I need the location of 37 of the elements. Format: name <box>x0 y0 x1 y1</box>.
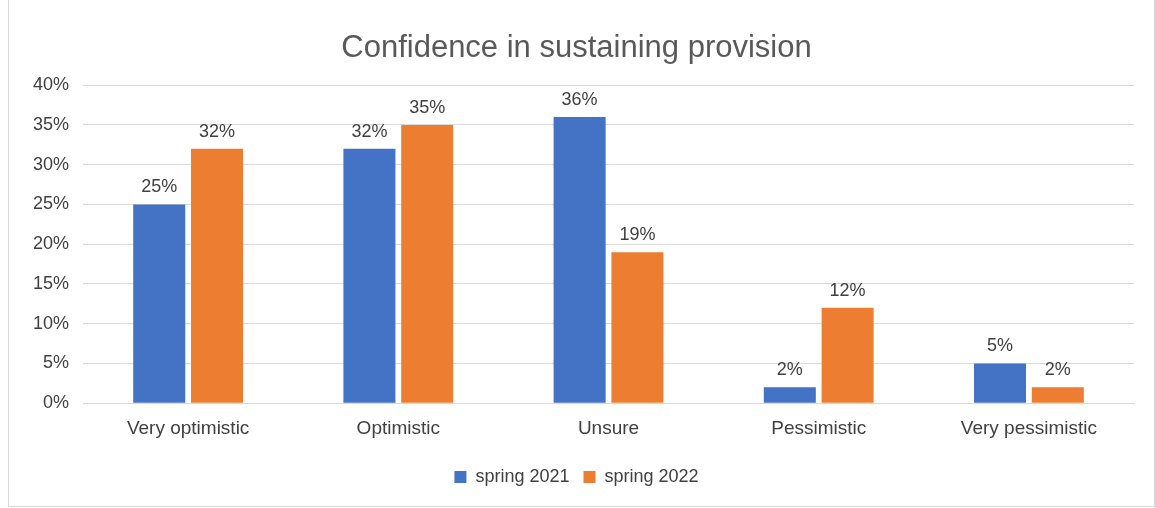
bar <box>1031 387 1084 403</box>
data-label: 35% <box>409 96 446 117</box>
data-label: 2% <box>776 359 803 380</box>
data-label: 32% <box>351 120 388 141</box>
x-tick-label: Unsure <box>577 416 640 438</box>
bar <box>763 387 816 403</box>
data-label: 5% <box>986 335 1014 356</box>
y-tick-label: 40% <box>33 74 70 95</box>
data-label: 2% <box>1044 359 1071 380</box>
y-tick-label: 0% <box>43 392 70 413</box>
y-tick-label: 20% <box>33 233 70 254</box>
bar <box>611 252 664 403</box>
y-tick-label: 5% <box>43 352 70 373</box>
x-tick-label: Very pessimistic <box>960 416 1097 438</box>
data-label: 36% <box>561 88 598 109</box>
bar <box>191 148 244 403</box>
y-tick-label: 10% <box>33 312 70 333</box>
x-tick-label: Pessimistic <box>771 416 867 438</box>
bar <box>343 148 396 403</box>
chart-title: Confidence in sustaining provision <box>341 29 812 65</box>
bar <box>973 363 1027 403</box>
bar <box>401 124 454 403</box>
data-label: 12% <box>829 279 866 300</box>
y-tick-label: 15% <box>33 272 70 293</box>
y-tick-label: 35% <box>33 113 70 134</box>
bar <box>553 117 606 403</box>
bar <box>821 307 874 403</box>
legend-label: spring 2022 <box>604 465 699 486</box>
data-label: 25% <box>141 176 178 197</box>
data-label: 32% <box>199 120 236 141</box>
legend-label: spring 2021 <box>475 465 570 486</box>
data-label: 19% <box>619 224 656 245</box>
y-tick-label: 25% <box>33 193 70 214</box>
x-tick-label: Very optimistic <box>126 416 250 438</box>
x-tick-label: Optimistic <box>356 416 441 438</box>
bar <box>133 204 186 403</box>
y-tick-label: 30% <box>33 153 70 174</box>
